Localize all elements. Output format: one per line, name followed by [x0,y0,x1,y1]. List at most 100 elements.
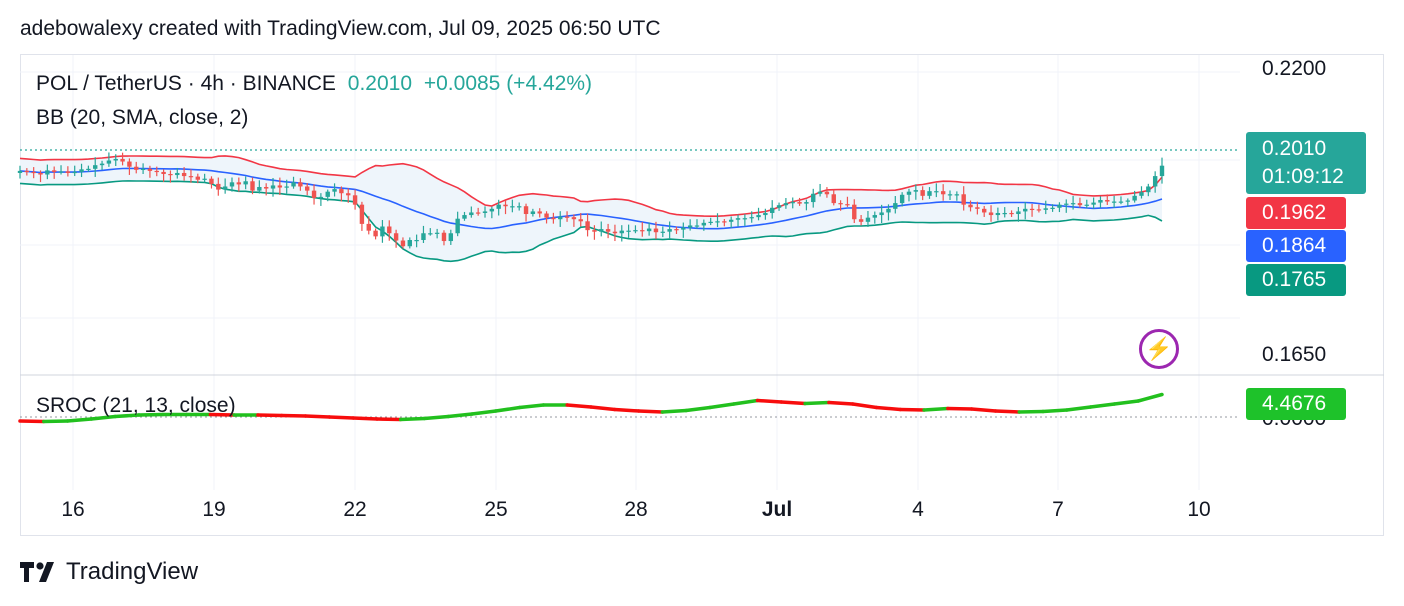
sroc-legend[interactable]: SROC (21, 13, close) [36,394,236,417]
chart-frame[interactable] [20,54,1384,536]
time-axis-label: 22 [343,498,366,521]
candle-body [352,195,358,205]
candle-body [982,208,987,213]
candle-body [106,160,112,164]
sroc-line [18,392,1164,424]
candle-body [462,215,467,219]
candle-body [599,229,604,232]
sroc-segment [1065,405,1093,412]
candle-body [523,206,529,215]
candle-body [742,218,748,220]
sroc-segment [827,400,855,406]
candle-body [947,194,953,196]
sroc-segment [589,405,617,412]
sroc-segment [256,413,284,418]
candle-body [1016,211,1021,215]
symbol-legend[interactable]: POL / TetherUS · 4h · BINANCE 0.2010 +0.… [36,72,592,96]
candle-body [311,190,317,198]
candle-body [722,221,727,223]
candle-body [913,190,919,192]
candle-body [79,169,84,172]
candle-body [31,171,36,174]
sroc-segment [565,403,593,409]
time-axis-label: 4 [912,498,924,521]
last-price-value: 0.2010 [1262,137,1327,160]
candle-body [93,165,98,169]
candle-body [879,212,884,216]
candle-body [872,215,877,218]
candle-body [1002,212,1007,215]
candle-body [373,230,378,237]
candle-body [1111,201,1117,203]
sroc-segment [874,405,903,412]
candle-body [667,229,672,232]
sroc-segment [993,409,1021,414]
candle-body [51,170,57,172]
sroc-segment [946,406,974,411]
candle-body [564,216,570,218]
candle-body [496,204,501,209]
bb-basis-tag: 0.1864 [1246,230,1346,262]
candle-body [701,222,707,226]
bb-legend[interactable]: BB (20, SMA, close, 2) [36,106,249,129]
candle-body [612,231,618,234]
sroc-segment [137,412,165,417]
candle-body [154,170,159,173]
candle-body [558,216,563,220]
candle-body [674,229,679,231]
bb-upper-line [19,155,1163,217]
candle-body [17,170,23,173]
candle-body [1064,203,1069,205]
candle-body [332,189,337,192]
lightning-icon[interactable]: ⚡ [1139,329,1179,369]
candle-body [551,217,556,220]
candle-body [434,232,440,234]
candle-body [1029,208,1035,211]
candle-body [694,225,700,227]
sroc-segment [18,419,46,424]
time-axis-label: 19 [202,498,225,521]
candle-body [277,185,283,188]
tradingview-logo[interactable]: TradingView [20,558,198,586]
candle-body [24,170,30,173]
candle-body [681,227,686,230]
candle-body [120,158,125,162]
candle-body [1125,200,1131,202]
sroc-segment [42,419,70,424]
candle-body [1152,176,1158,187]
candle-body [776,205,782,208]
sroc-segment [208,412,236,417]
candle-body [544,213,549,218]
candle-body [58,171,64,173]
candle-body [1091,202,1096,205]
candle-body [1159,165,1165,177]
candle-body [804,202,809,204]
candle-body [968,204,973,208]
candle-body [633,230,638,232]
sroc-segment [398,416,427,422]
candle-body [38,172,43,175]
candle-body [503,204,508,207]
attribution-caption: adebowalexy created with TradingView.com… [20,17,661,40]
sroc-segment [850,402,879,410]
candle-body [1084,204,1089,206]
candle-body [640,230,645,232]
sroc-segment [684,405,712,413]
candle-body [346,193,351,196]
candle-body [305,186,310,191]
sroc-segment [327,415,355,420]
candle-body [1036,209,1042,211]
candle-body [605,229,611,232]
sroc-segment [898,407,926,412]
candle-body [1118,201,1124,203]
candle-body [236,182,242,185]
candle-body [195,176,200,180]
candle-body [1043,208,1048,210]
sroc-segment [660,408,688,414]
candle-body [934,191,939,193]
candle-body [441,232,447,242]
candle-body [318,196,324,199]
last-price-tag: 0.2010 01:09:12 [1246,132,1366,194]
sroc-segment [422,414,450,421]
